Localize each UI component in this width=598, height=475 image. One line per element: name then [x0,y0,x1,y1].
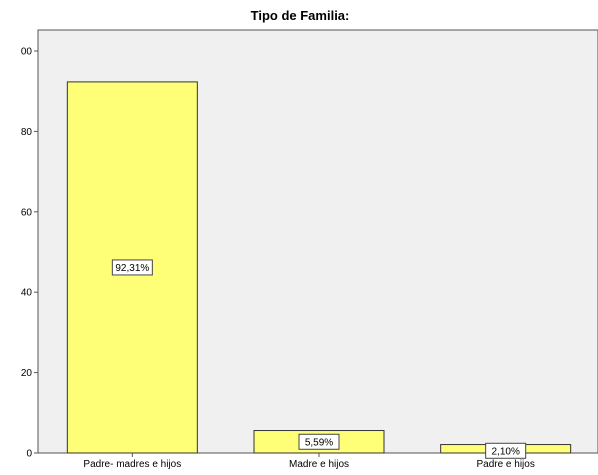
x-axis-category-labels: Padre- madres e hijos Madre e hijos Padre … [83,453,535,470]
y-tick-label: 40 [21,288,33,299]
chart-title: Tipo de Familia: [251,8,350,23]
x-category-label: Padre e hijos [476,459,534,470]
x-category-label: Padre- madres e hijos [83,459,181,470]
x-category-label: Madre e hijos [289,459,349,470]
data-label: 2,10% [485,442,527,459]
data-label-text: 5,59% [305,437,333,448]
data-label-box [111,259,153,276]
data-labels: 92,31% 5,59% 2,10% [111,259,527,459]
y-tick-label: 60 [21,207,33,218]
data-label-text: 92,31% [115,263,149,274]
data-label: 92,31% [111,259,153,276]
y-tick-label: 20 [21,368,33,379]
y-tick-label: 00 [21,47,33,58]
data-label: 5,59% [298,433,340,450]
data-label-box [298,433,340,450]
y-tick-label: 80 [21,127,33,138]
y-axis-ticks: 0 20 40 60 80 00 [21,47,38,460]
y-tick-label: 0 [26,449,32,460]
data-label-box [485,442,527,459]
data-label-text: 2,10% [491,446,519,457]
